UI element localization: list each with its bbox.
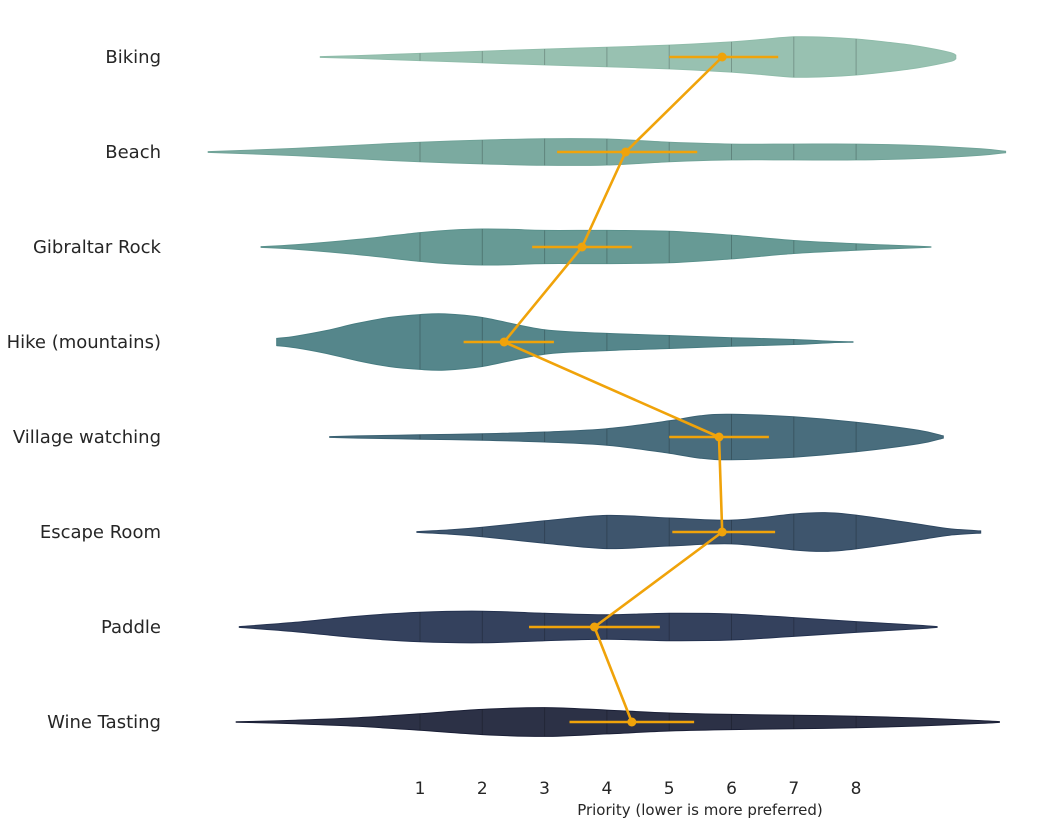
violin-body — [319, 36, 957, 78]
category-label: Village watching — [13, 427, 161, 448]
x-tick-labels: 1 2 3 4 5 6 7 8 — [415, 779, 862, 799]
summary-layer — [463, 52, 779, 727]
category-label: Escape Room — [40, 522, 161, 543]
mean-point — [589, 622, 599, 632]
x-tick-label: 5 — [664, 779, 675, 799]
category-labels: Biking Beach Gibraltar Rock Hike (mountains… — [7, 47, 162, 733]
category-label: Biking — [105, 47, 161, 68]
x-tick-label: 8 — [851, 779, 862, 799]
mean-point — [717, 52, 727, 62]
category-label: Paddle — [101, 617, 161, 638]
category-label: Wine Tasting — [47, 712, 161, 733]
mean-line — [502, 56, 724, 723]
violin-biking — [319, 36, 957, 78]
x-axis-title: Priority (lower is more preferred) — [577, 801, 823, 819]
mean-point — [499, 337, 509, 347]
x-tick-label: 1 — [415, 779, 426, 799]
mean-point — [717, 527, 727, 537]
violin-body — [329, 413, 944, 461]
mean-point — [627, 717, 637, 727]
x-tick-label: 7 — [788, 779, 799, 799]
violin-hike-mountains — [276, 313, 854, 371]
mean-point — [577, 242, 587, 252]
mean-point — [621, 147, 631, 157]
category-label: Beach — [105, 142, 161, 163]
mean-point — [714, 432, 724, 442]
x-tick-label: 3 — [539, 779, 550, 799]
category-label: Hike (mountains) — [7, 332, 161, 353]
category-label: Gibraltar Rock — [33, 237, 162, 258]
x-tick-label: 2 — [477, 779, 488, 799]
x-tick-label: 4 — [601, 779, 612, 799]
violin-body — [276, 313, 854, 371]
violin-village-watching — [329, 413, 944, 461]
x-tick-label: 6 — [726, 779, 737, 799]
